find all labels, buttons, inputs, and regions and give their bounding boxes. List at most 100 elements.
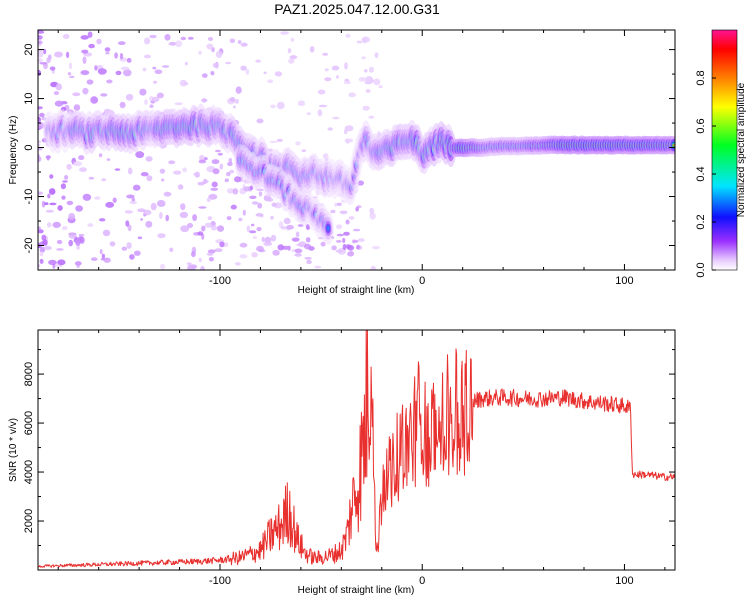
noise-blob: [229, 169, 235, 174]
noise-blob: [187, 222, 193, 229]
noise-blob: [57, 205, 63, 211]
noise-blob: [357, 238, 365, 243]
noise-blob: [210, 187, 219, 191]
noise-blob: [280, 31, 289, 35]
noise-blob: [54, 51, 63, 58]
noise-blob: [263, 71, 267, 75]
noise-blob: [294, 253, 302, 257]
noise-blob: [210, 71, 215, 76]
noise-blob: [38, 106, 43, 110]
noise-blob: [343, 81, 351, 85]
noise-blob: [201, 225, 206, 232]
noise-blob: [75, 239, 81, 247]
noise-blob: [64, 175, 69, 180]
snr-frame: [37, 329, 676, 571]
noise-blob: [225, 61, 232, 65]
noise-blob: [146, 175, 153, 182]
noise-blob: [344, 62, 348, 70]
noise-blob: [234, 176, 242, 183]
noise-blob: [272, 249, 280, 256]
noise-blob: [49, 66, 56, 71]
noise-blob: [79, 236, 85, 244]
noise-blob: [270, 215, 274, 220]
noise-blob: [57, 259, 66, 266]
noise-blob: [153, 80, 158, 84]
noise-blob: [240, 42, 248, 47]
noise-blob: [39, 251, 44, 257]
noise-blob: [140, 172, 149, 177]
noise-blob: [197, 181, 205, 186]
noise-blob: [73, 104, 81, 111]
colorbar-tick-label: 0.6: [695, 118, 707, 133]
noise-blob: [219, 241, 225, 248]
x-tick-label: -100: [209, 275, 231, 287]
noise-blob: [336, 233, 344, 237]
noise-blob: [201, 73, 208, 78]
noise-blob: [327, 127, 333, 131]
noise-blob: [232, 188, 239, 195]
noise-blob: [252, 236, 258, 239]
noise-blob: [90, 96, 99, 104]
noise-blob: [286, 224, 294, 230]
noise-blob: [42, 239, 48, 246]
noise-blob: [186, 262, 192, 266]
noise-blob: [304, 243, 311, 250]
noise-blob: [210, 225, 218, 231]
noise-blob: [46, 57, 51, 64]
noise-blob: [46, 155, 50, 161]
noise-blob: [157, 233, 166, 239]
noise-blob: [66, 200, 74, 206]
noise-blob: [306, 112, 311, 115]
noise-blob: [237, 40, 242, 44]
noise-blob: [194, 171, 200, 178]
noise-blob: [74, 261, 82, 266]
noise-blob: [68, 212, 76, 220]
noise-blob: [301, 149, 306, 153]
noise-blob: [98, 153, 103, 158]
noise-blob: [309, 46, 315, 53]
noise-blob: [335, 249, 344, 253]
noise-blob: [317, 89, 326, 95]
noise-blob: [235, 86, 242, 94]
noise-blob: [200, 265, 205, 270]
noise-blob: [129, 200, 137, 205]
noise-blob: [336, 224, 343, 230]
noise-blob: [343, 231, 350, 236]
noise-blob: [125, 220, 130, 227]
noise-blob: [78, 233, 85, 237]
noise-blob: [374, 52, 379, 58]
noise-blob: [274, 71, 283, 77]
colorbar-tick-label: 0.2: [695, 214, 707, 229]
noise-blob: [229, 38, 236, 44]
noise-blob: [212, 168, 220, 175]
noise-blob: [249, 230, 257, 234]
noise-blob: [243, 186, 251, 192]
noise-blob: [49, 202, 57, 206]
noise-blob: [228, 157, 233, 164]
noise-blob: [180, 203, 186, 211]
noise-blob: [39, 62, 48, 65]
noise-blob: [150, 202, 157, 211]
noise-blob: [269, 140, 278, 144]
noise-blob: [198, 50, 202, 55]
noise-blob: [137, 236, 143, 240]
noise-blob: [294, 248, 303, 254]
noise-blob: [356, 40, 363, 44]
ridge-blob: [326, 225, 330, 231]
noise-blob: [201, 98, 208, 103]
noise-blob: [103, 257, 111, 263]
noise-blob: [87, 31, 93, 38]
snr-ylabel: SNR (10 * v/v): [8, 418, 19, 482]
noise-blob: [289, 55, 298, 60]
noise-blob: [79, 167, 87, 173]
noise-blob: [173, 170, 182, 175]
noise-blob: [214, 248, 223, 253]
noise-blob: [358, 77, 367, 82]
noise-blob: [290, 37, 295, 42]
noise-blob: [343, 128, 348, 135]
noise-blob: [370, 265, 376, 270]
noise-blob: [168, 41, 178, 46]
figure-title: PAZ1.2025.047.12.00.G31: [274, 1, 440, 17]
noise-blob: [371, 246, 381, 250]
